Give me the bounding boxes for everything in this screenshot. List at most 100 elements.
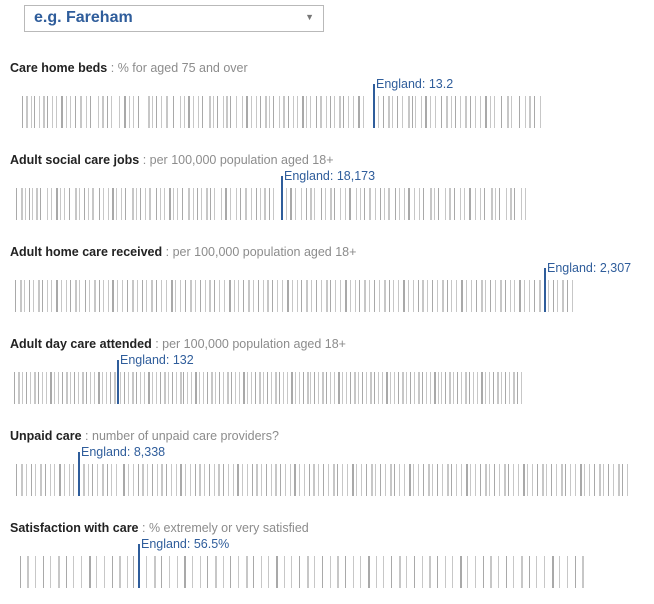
area-bar[interactable] xyxy=(38,372,39,404)
area-bar[interactable] xyxy=(475,556,476,588)
area-bar[interactable] xyxy=(215,556,217,588)
area-bar[interactable] xyxy=(350,280,351,312)
area-bar[interactable] xyxy=(409,464,411,496)
area-bar[interactable] xyxy=(358,372,359,404)
area-bar[interactable] xyxy=(299,464,300,496)
area-bar[interactable] xyxy=(283,96,285,128)
area-bar[interactable] xyxy=(54,464,55,496)
area-bar[interactable] xyxy=(25,188,26,220)
area-bar[interactable] xyxy=(89,280,90,312)
area-bar[interactable] xyxy=(580,464,582,496)
area-bar[interactable] xyxy=(348,96,349,128)
area-bar[interactable] xyxy=(363,96,364,128)
area-bar[interactable] xyxy=(469,188,471,220)
area-bar[interactable] xyxy=(219,280,220,312)
area-bar[interactable] xyxy=(276,556,278,588)
area-bar[interactable] xyxy=(378,372,379,404)
area-bar[interactable] xyxy=(180,372,182,404)
area-bar[interactable] xyxy=(521,372,522,404)
area-bar[interactable] xyxy=(425,96,427,128)
area-bar[interactable] xyxy=(103,188,104,220)
area-bar[interactable] xyxy=(112,280,114,312)
area-bar[interactable] xyxy=(575,556,576,588)
area-bar[interactable] xyxy=(476,280,477,312)
area-bar[interactable] xyxy=(26,464,27,496)
area-bar[interactable] xyxy=(432,464,433,496)
area-bar[interactable] xyxy=(505,372,506,404)
area-bar[interactable] xyxy=(524,280,525,312)
area-bar[interactable] xyxy=(40,188,41,220)
area-bar[interactable] xyxy=(171,464,172,496)
area-bar[interactable] xyxy=(380,464,381,496)
area-bar[interactable] xyxy=(501,372,502,404)
area-bar[interactable] xyxy=(603,464,604,496)
area-bar[interactable] xyxy=(164,188,165,220)
area-bar[interactable] xyxy=(451,280,452,312)
area-bar[interactable] xyxy=(195,280,196,312)
area-bar[interactable] xyxy=(347,464,348,496)
area-bar[interactable] xyxy=(323,464,324,496)
area-bar[interactable] xyxy=(120,372,121,404)
area-bar[interactable] xyxy=(184,556,186,588)
area-bar[interactable] xyxy=(353,96,354,128)
area-bar[interactable] xyxy=(34,96,35,128)
area-bar[interactable] xyxy=(29,280,30,312)
area-bar[interactable] xyxy=(32,188,33,220)
area-bar[interactable] xyxy=(375,464,376,496)
area-bar[interactable] xyxy=(399,188,400,220)
area-bar[interactable] xyxy=(398,372,399,404)
area-bar[interactable] xyxy=(469,372,470,404)
area-bar[interactable] xyxy=(395,188,396,220)
area-bar[interactable] xyxy=(261,464,262,496)
area-bar[interactable] xyxy=(207,372,208,404)
area-bar[interactable] xyxy=(226,96,228,128)
area-bar[interactable] xyxy=(240,188,241,220)
area-bar[interactable] xyxy=(133,556,134,588)
area-bar[interactable] xyxy=(374,372,375,404)
area-bar[interactable] xyxy=(253,280,254,312)
area-bar[interactable] xyxy=(277,280,278,312)
area-bar[interactable] xyxy=(485,280,486,312)
area-bar[interactable] xyxy=(358,96,360,128)
area-bar[interactable] xyxy=(234,280,235,312)
area-bar[interactable] xyxy=(388,188,390,220)
area-bar[interactable] xyxy=(197,188,198,220)
area-bar[interactable] xyxy=(238,280,239,312)
area-bar[interactable] xyxy=(529,556,530,588)
area-bar[interactable] xyxy=(529,96,531,128)
area-bar[interactable] xyxy=(330,372,331,404)
area-bar[interactable] xyxy=(514,188,515,220)
area-bar[interactable] xyxy=(481,372,483,404)
area-bar[interactable] xyxy=(314,556,315,588)
area-bar[interactable] xyxy=(145,188,146,220)
area-bar[interactable] xyxy=(493,372,494,404)
area-bar[interactable] xyxy=(27,556,29,588)
area-bar[interactable] xyxy=(238,556,239,588)
area-bar[interactable] xyxy=(414,556,415,588)
area-bar[interactable] xyxy=(75,96,76,128)
area-bar[interactable] xyxy=(575,464,576,496)
area-bar[interactable] xyxy=(369,280,370,312)
area-bar[interactable] xyxy=(570,464,571,496)
area-bar[interactable] xyxy=(112,188,114,220)
area-bar[interactable] xyxy=(30,372,31,404)
area-bar[interactable] xyxy=(314,188,315,220)
area-bar[interactable] xyxy=(340,188,341,220)
area-bar[interactable] xyxy=(230,96,231,128)
area-bar[interactable] xyxy=(307,372,309,404)
area-bar[interactable] xyxy=(166,96,168,128)
area-bar[interactable] xyxy=(132,188,134,220)
area-bar[interactable] xyxy=(242,96,243,128)
area-bar[interactable] xyxy=(152,372,153,404)
area-bar[interactable] xyxy=(480,464,481,496)
area-bar[interactable] xyxy=(337,556,339,588)
area-bar[interactable] xyxy=(422,556,423,588)
area-bar[interactable] xyxy=(123,464,125,496)
area-bar[interactable] xyxy=(36,188,38,220)
area-bar[interactable] xyxy=(427,280,428,312)
area-bar[interactable] xyxy=(485,372,486,404)
area-bar[interactable] xyxy=(295,188,296,220)
area-bar[interactable] xyxy=(184,96,185,128)
area-bar[interactable] xyxy=(221,188,222,220)
area-bar[interactable] xyxy=(129,96,130,128)
